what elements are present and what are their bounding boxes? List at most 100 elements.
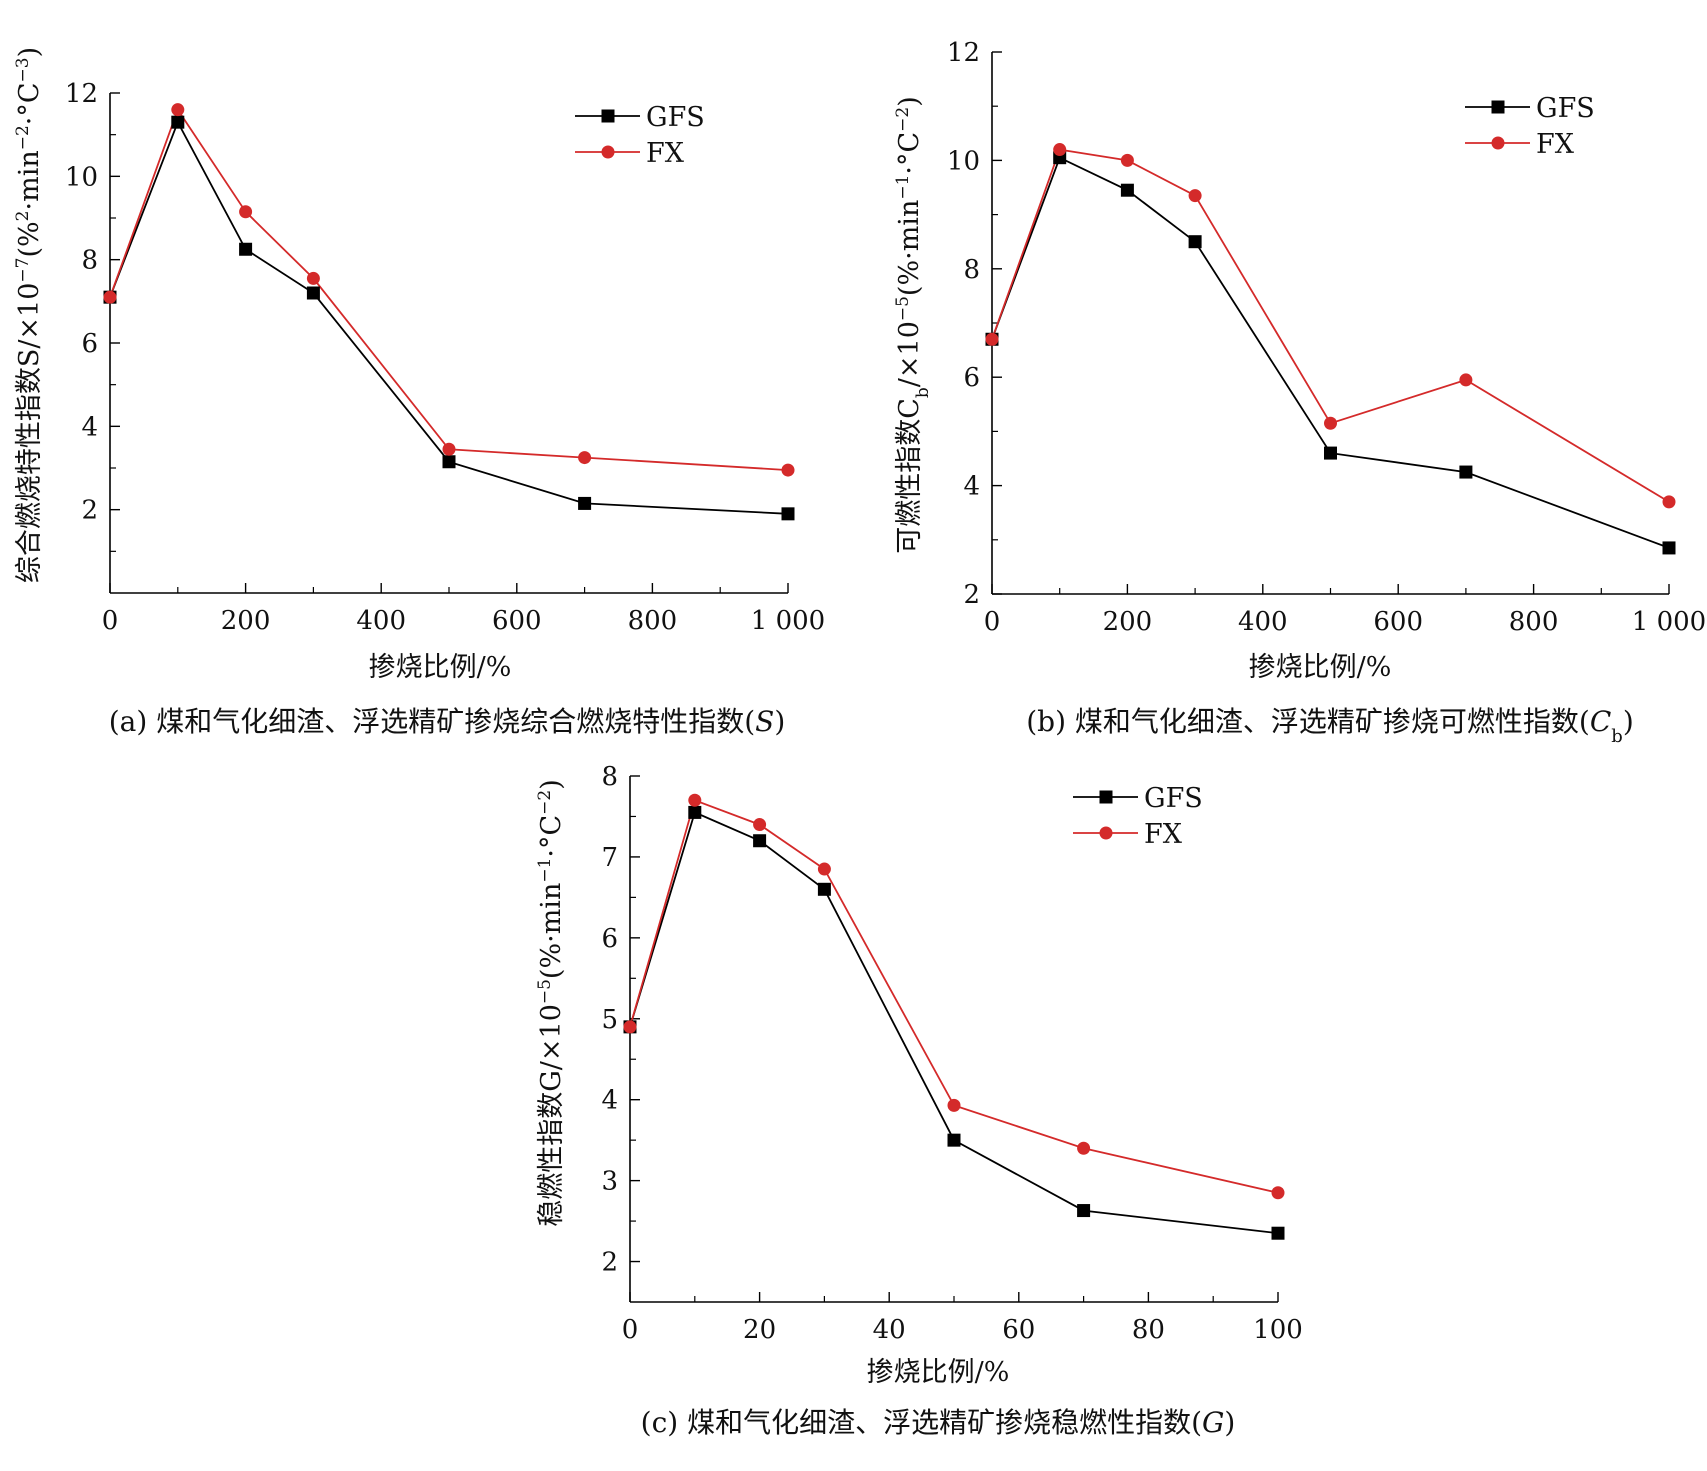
panel-c-y-tick-label: 4 xyxy=(601,1086,618,1116)
panel-c-series-fx-point xyxy=(753,818,767,832)
panel-c: 稳燃性指数G/×10−5(%·min−1·°C−2) 掺烧比例/% (c) 煤和… xyxy=(535,762,1303,1439)
panel-c-series-gfs-point xyxy=(1077,1204,1091,1218)
panel-b-x-tick-label: 800 xyxy=(1509,607,1559,637)
panel-b-x-tick-label: 1 000 xyxy=(1632,607,1706,637)
panel-a-y-tick-label: 2 xyxy=(81,496,98,526)
panel-a-legend-label-fx: FX xyxy=(646,138,685,169)
panel-a-x-tick-label: 0 xyxy=(102,606,119,636)
panel-b: 可燃性指数Cb/×10−5(%·min−1·°C−2) 掺烧比例/% (b) 煤… xyxy=(893,38,1706,747)
panel-c-ylabel: 稳燃性指数G/×10−5(%·min−1·°C−2) xyxy=(535,779,567,1227)
panel-a-series-gfs-point xyxy=(306,286,320,300)
panel-a-xlabel: 掺烧比例/% xyxy=(369,652,512,683)
panel-b-legend-label-fx: FX xyxy=(1536,129,1575,160)
panel-c-x-tick-label: 20 xyxy=(743,1315,776,1345)
panel-b-caption: (b) 煤和气化细渣、浮选精矿掺烧可燃性指数(Cb) xyxy=(1026,705,1634,747)
panel-b-y-tick-label: 8 xyxy=(963,255,980,285)
panel-c-y-tick-label: 8 xyxy=(601,762,618,792)
panel-c-caption: (c) 煤和气化细渣、浮选精矿掺烧稳燃性指数(G) xyxy=(641,1406,1236,1439)
panel-a-series-fx-point xyxy=(239,205,253,219)
panel-a-series-gfs-point xyxy=(578,496,592,510)
panel-c-series-gfs-point xyxy=(688,805,702,819)
panel-b-series-fx-point xyxy=(1662,495,1676,509)
panel-c-xlabel: 掺烧比例/% xyxy=(867,1357,1010,1388)
panel-b-legend-label-gfs: GFS xyxy=(1536,93,1595,124)
panel-b-series-gfs-point xyxy=(1459,465,1473,479)
panel-c-x-tick-label: 100 xyxy=(1253,1315,1303,1345)
panel-b-series-gfs-line xyxy=(991,156,1670,549)
panel-c-series-fx-point xyxy=(1271,1186,1285,1200)
panel-c-x-tick-label: 40 xyxy=(873,1315,906,1345)
panel-b-series-gfs-point xyxy=(1324,446,1337,460)
panel-a-caption: (a) 煤和气化细渣、浮选精矿掺烧综合燃烧特性指数(S) xyxy=(109,705,786,738)
panel-b-series-gfs-point xyxy=(1662,541,1676,555)
panel-b-series-fx-point xyxy=(1324,416,1337,430)
panel-a-ylabel: 综合燃烧特性指数S/×10−7(%2·min−2·°C−3) xyxy=(13,47,45,583)
panel-c-series-gfs-point xyxy=(753,834,767,848)
panel-b-series-gfs-point xyxy=(1188,235,1202,249)
panel-a-x-tick-label: 200 xyxy=(221,606,271,636)
panel-b-series-gfs-point xyxy=(1120,183,1134,197)
panel-c-series-fx-point xyxy=(817,862,831,876)
panel-a-y-tick-label: 4 xyxy=(81,412,98,442)
panel-c-series-gfs-point xyxy=(817,882,831,896)
panel-b-series-fx-point xyxy=(1120,153,1134,167)
panel-a-series-fx-point xyxy=(781,463,795,477)
panel-b-series-fx-point xyxy=(1188,189,1202,203)
panel-a-y-tick-label: 8 xyxy=(81,246,98,276)
panel-a-series-gfs-point xyxy=(171,115,185,129)
panel-c-y-tick-label: 5 xyxy=(601,1005,618,1035)
panel-c-x-tick-label: 0 xyxy=(622,1315,639,1345)
panel-c-legend-label-fx: FX xyxy=(1144,819,1183,850)
panel-a-series-fx-point xyxy=(578,451,592,465)
panel-c-x-tick-label: 60 xyxy=(1002,1315,1035,1345)
panel-a-x-tick-label: 600 xyxy=(492,606,542,636)
panel-c-legend-marker-gfs xyxy=(1099,790,1113,804)
panel-a: 综合燃烧特性指数S/×10−7(%2·min−2·°C−3) 掺烧比例/% (a… xyxy=(13,47,825,738)
panel-b-series-fx-point xyxy=(985,332,999,346)
panel-b-x-tick-label: 400 xyxy=(1238,607,1288,637)
panel-a-series-fx-point xyxy=(306,271,320,285)
panel-a-x-tick-label: 1 000 xyxy=(751,606,825,636)
panel-b-x-tick-label: 0 xyxy=(984,607,1001,637)
panel-a-series-gfs-point xyxy=(239,242,253,256)
panel-b-y-tick-label: 10 xyxy=(947,146,980,176)
panel-a-y-tick-label: 12 xyxy=(65,79,98,109)
panel-b-y-tick-label: 4 xyxy=(963,472,980,502)
panel-b-legend-marker-gfs xyxy=(1491,100,1505,114)
panel-a-y-tick-label: 6 xyxy=(81,329,98,359)
panel-c-series-fx-point xyxy=(947,1098,961,1112)
panel-c-y-tick-label: 3 xyxy=(601,1167,618,1197)
panel-b-ylabel: 可燃性指数Cb/×10−5(%·min−1·°C−2) xyxy=(893,96,933,554)
panel-c-x-tick-label: 80 xyxy=(1132,1315,1165,1345)
panel-b-y-tick-label: 6 xyxy=(963,363,980,393)
panel-a-x-tick-label: 800 xyxy=(628,606,678,636)
panel-b-series-fx-point xyxy=(1053,143,1067,157)
panel-b-x-tick-label: 200 xyxy=(1103,607,1153,637)
panel-c-series-fx-point xyxy=(623,1020,637,1034)
panel-b-x-tick-label: 600 xyxy=(1373,607,1423,637)
panel-a-series-fx-point xyxy=(103,290,117,304)
panel-b-xlabel: 掺烧比例/% xyxy=(1249,652,1392,683)
panel-a-legend-marker-gfs xyxy=(601,109,615,123)
panel-c-y-tick-label: 7 xyxy=(601,843,618,873)
panel-b-y-tick-label: 12 xyxy=(947,38,980,68)
panel-c-legend-label-gfs: GFS xyxy=(1144,783,1203,814)
panel-b-y-tick-label: 2 xyxy=(963,580,980,610)
panel-a-y-tick-label: 10 xyxy=(65,162,98,192)
panel-b-series-fx-point xyxy=(1459,373,1473,387)
panel-c-series-gfs-point xyxy=(947,1133,961,1147)
panel-a-legend-marker-fx xyxy=(601,145,615,159)
panel-c-y-tick-label: 6 xyxy=(601,924,618,954)
panel-c-series-gfs-point xyxy=(1271,1226,1285,1240)
panel-a-x-tick-label: 400 xyxy=(356,606,406,636)
panel-c-series-fx-point xyxy=(688,793,702,807)
panel-c-series-fx-point xyxy=(1077,1141,1091,1155)
panel-a-series-fx-line xyxy=(109,107,789,471)
panel-b-legend-marker-fx xyxy=(1491,136,1505,150)
panel-a-series-gfs-point xyxy=(442,455,456,469)
panel-a-legend-label-gfs: GFS xyxy=(646,102,705,133)
panel-c-y-tick-label: 2 xyxy=(601,1248,618,1278)
panel-a-series-gfs-point xyxy=(781,507,795,521)
panel-a-series-fx-point xyxy=(442,442,456,456)
